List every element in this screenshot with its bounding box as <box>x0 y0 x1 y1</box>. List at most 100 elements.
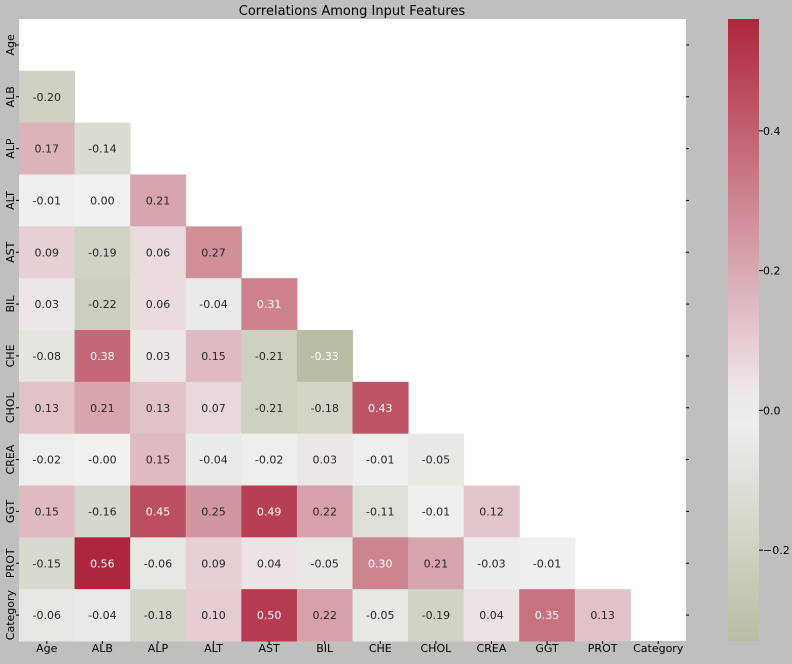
x-tick-label-category: Category <box>633 642 684 655</box>
cell-value-label: -0.21 <box>255 402 283 415</box>
cell-value-label: 0.27 <box>201 246 226 259</box>
heatmap-cell-ast-alt <box>185 226 242 279</box>
heatmap-cell-ggt-bil <box>296 485 353 538</box>
x-tick-label-crea: CREA <box>477 642 507 655</box>
heatmap-cell-prot-che <box>352 537 409 590</box>
x-tick-label-bil: BIL <box>316 642 334 655</box>
cell-value-label: -0.19 <box>422 609 450 622</box>
cell-value-label: 0.06 <box>146 298 171 311</box>
x-tick-labels: Age ALB ALP ALT AST BIL CHE CHOL CREA GGT PROT Cate… <box>36 641 684 655</box>
cell-value-label: 0.10 <box>201 609 226 622</box>
heatmap-cell-prot-alb <box>74 537 131 590</box>
cell-value-label: 0.30 <box>368 557 393 570</box>
y-tick-label-che: CHE <box>4 344 17 367</box>
y-tick-label-ggt: GGT <box>4 499 17 523</box>
heatmap-cell-ggt-alp <box>130 485 187 538</box>
heatmap-cell-category-alb <box>74 589 131 642</box>
heatmap-cell-crea-age <box>19 433 76 486</box>
heatmap-cell-crea-alt <box>185 433 242 486</box>
heatmap-cell-crea-chol <box>408 433 465 486</box>
cell-value-label: 0.03 <box>35 298 60 311</box>
cell-value-label: 0.00 <box>90 194 115 207</box>
heatmap-cell-prot-ast <box>241 537 298 590</box>
cell-value-label: -0.00 <box>88 454 116 467</box>
cell-value-label: 0.12 <box>479 505 504 518</box>
heatmap-cell-ggt-che <box>352 485 409 538</box>
cell-value-label: -0.16 <box>88 505 116 518</box>
chart-title: Correlations Among Input Features <box>239 4 466 19</box>
heatmap-cell-chol-alp <box>130 381 187 435</box>
heatmap-cell-chol-alb <box>74 381 131 435</box>
heatmap-cell-crea-ast <box>241 433 298 486</box>
cell-value-label: 0.45 <box>146 505 171 518</box>
cell-value-label: -0.05 <box>422 454 450 467</box>
heatmap-cell-alt-alb <box>74 174 131 227</box>
heatmap-cell-chol-ast <box>241 381 298 435</box>
colorbar-tick-label: 0.2 <box>763 265 781 278</box>
cell-value-label: -0.18 <box>310 402 338 415</box>
heatmap-cell-ggt-alt <box>185 485 242 538</box>
heatmap-cell-bil-age <box>19 278 76 331</box>
heatmap-cell-bil-alb <box>74 278 131 331</box>
cell-value-label: -0.01 <box>533 557 561 570</box>
heatmap-cell-category-alt <box>185 589 242 642</box>
x-tick-label-alt: ALT <box>204 642 223 655</box>
cell-value-label: 0.22 <box>312 505 337 518</box>
heatmap-cell-crea-alb <box>74 433 131 486</box>
cell-value-label: -0.01 <box>33 194 61 207</box>
heatmap-cell-prot-age <box>19 537 76 590</box>
cell-value-label: 0.13 <box>146 402 171 415</box>
heatmap-cell-che-ast <box>241 330 298 383</box>
x-tick-label-ggt: GGT <box>535 642 559 655</box>
heatmap-cell-category-ast <box>241 589 298 642</box>
cell-value-label: 0.22 <box>312 609 337 622</box>
cell-value-label: 0.03 <box>146 350 171 363</box>
x-tick-label-alb: ALB <box>92 642 113 655</box>
cell-value-label: -0.14 <box>88 143 116 156</box>
heatmap-cell-category-ggt <box>519 589 576 642</box>
cell-value-label: -0.02 <box>255 454 283 467</box>
heatmap-cell-category-bil <box>296 589 353 642</box>
heatmap-cell-ggt-alb <box>74 485 131 538</box>
y-tick-label-alb: ALB <box>4 86 17 107</box>
heatmap-cell-ast-alp <box>130 226 187 279</box>
heatmap-cell-che-alt <box>185 330 242 383</box>
heatmap-cell-ast-alb <box>74 226 131 279</box>
colorbar-tick-label: 0.4 <box>763 125 781 138</box>
heatmap-cell-category-crea <box>463 589 520 642</box>
cell-value-label: 0.09 <box>35 246 60 259</box>
heatmap-cell-che-bil <box>296 330 353 383</box>
heatmap-cell-category-chol <box>408 589 465 642</box>
x-tick-label-age: Age <box>36 642 58 655</box>
cell-value-label: 0.31 <box>257 298 282 311</box>
cell-value-label: -0.33 <box>310 350 338 363</box>
heatmap-cell-bil-alp <box>130 278 187 331</box>
cell-value-label: 0.38 <box>90 350 115 363</box>
heatmap-cell-category-alp <box>130 589 187 642</box>
cell-value-label: -0.03 <box>477 557 505 570</box>
cell-value-label: 0.21 <box>424 557 449 570</box>
heatmap-cell-ast-age <box>19 226 76 279</box>
cell-value-label: 0.15 <box>35 505 60 518</box>
heatmap-cell-chol-bil <box>296 381 353 435</box>
heatmap-cell-alb-age <box>19 70 76 124</box>
colorbar-ticks: −0.2 0.0 0.2 0.4 <box>759 125 790 557</box>
cell-value-label: 0.15 <box>201 350 226 363</box>
heatmap-cell-prot-crea <box>463 537 520 590</box>
heatmap-cell-alp-age <box>19 122 76 175</box>
heatmap-cell-ggt-ast <box>241 485 298 538</box>
cell-value-label: 0.35 <box>535 609 560 622</box>
cell-value-label: 0.03 <box>312 454 337 467</box>
heatmap-cell-crea-che <box>352 433 409 486</box>
heatmap-cell-che-alp <box>130 330 187 383</box>
cell-value-label: -0.06 <box>33 609 61 622</box>
cell-value-label: -0.20 <box>33 91 61 104</box>
cell-value-label: -0.15 <box>33 557 61 570</box>
heatmap-cell-alt-alp <box>130 174 187 227</box>
heatmap-cell-chol-che <box>352 381 409 435</box>
cell-value-label: 0.13 <box>590 609 615 622</box>
y-tick-label-prot: PROT <box>4 548 17 578</box>
heatmap-cell-chol-alt <box>185 381 242 435</box>
heatmap-cell-che-alb <box>74 330 131 383</box>
